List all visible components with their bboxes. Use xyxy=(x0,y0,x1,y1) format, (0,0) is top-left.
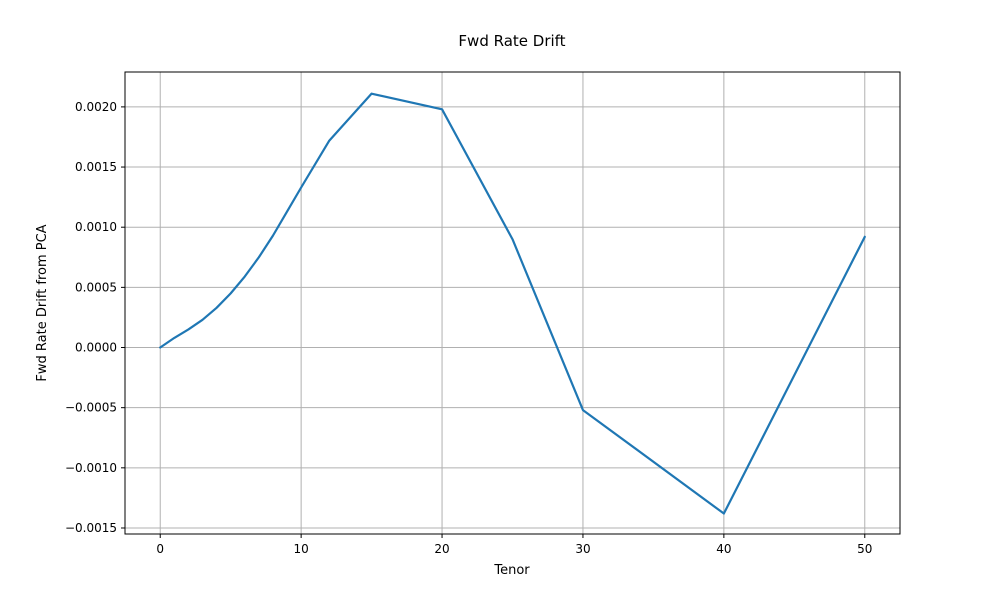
x-tick-label: 10 xyxy=(293,542,308,556)
series-layer xyxy=(159,92,866,515)
x-tick-label: 20 xyxy=(434,542,449,556)
series-line xyxy=(159,92,866,515)
chart-title: Fwd Rate Drift xyxy=(458,32,565,50)
ticks: 0 10 20 30 40 50 −0.0015 −0.0010 −0.0005 0.0000 0.… xyxy=(65,100,872,556)
y-tick-label: 0.0020 xyxy=(75,100,117,114)
x-tick-label: 0 xyxy=(156,542,164,556)
plot-area-frame xyxy=(124,71,901,535)
y-tick-label: 0.0010 xyxy=(75,220,117,234)
y-axis-label: Fwd Rate Drift from PCA xyxy=(35,224,50,381)
x-tick-label: 40 xyxy=(716,542,731,556)
y-tick-label: −0.0015 xyxy=(65,521,117,535)
y-tick-label: −0.0010 xyxy=(65,461,117,475)
y-tick-label: 0.0015 xyxy=(75,160,117,174)
grid xyxy=(125,72,900,534)
y-tick-label: −0.0005 xyxy=(65,401,117,415)
y-tick-label: 0.0005 xyxy=(75,280,117,294)
x-tick-label: 50 xyxy=(857,542,872,556)
x-axis-label: Tenor xyxy=(493,563,530,578)
y-tick-label: 0.0000 xyxy=(75,341,117,355)
x-tick-label: 30 xyxy=(575,542,590,556)
